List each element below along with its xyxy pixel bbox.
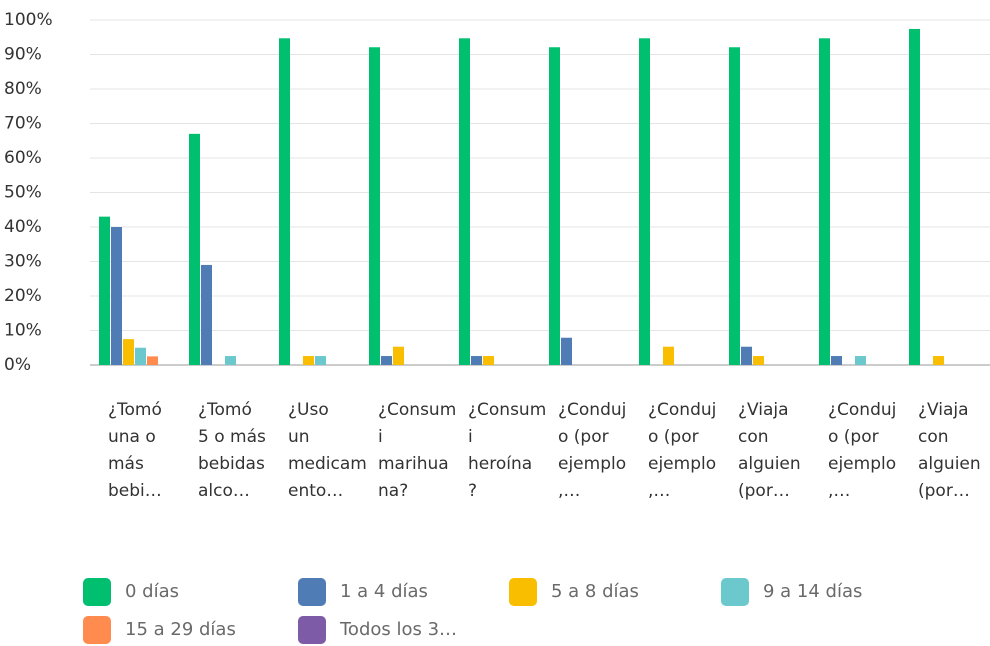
y-tick-label: 30% [4,252,42,272]
legend-label: 1 a 4 días [340,581,428,602]
y-tick-label: 100% [4,10,53,30]
x-tick-label: ,… [558,481,580,501]
bar [99,216,110,365]
x-tick-label: ¿Consum [468,400,546,420]
bar [831,356,842,365]
x-tick-label: alco… [198,481,250,501]
x-tick-label: una o [108,427,156,447]
bar [381,356,392,365]
bar [639,38,650,365]
bar [123,339,134,365]
y-tick-label: 10% [4,321,42,341]
bar [855,356,866,365]
legend-label: Todos los 3… [339,619,457,640]
x-tick-label: 5 o más [198,427,266,447]
x-tick-label: (por… [918,481,970,501]
y-tick-label: 80% [4,79,42,99]
x-tick-label: más [108,454,144,474]
bar [741,346,752,365]
bar [225,356,236,365]
bar [135,347,146,365]
x-tick-label: un [288,427,310,447]
bar [549,47,560,365]
x-tick-label: o (por [828,427,879,447]
bar [303,356,314,365]
x-tick-label: ¿Uso [288,400,329,420]
x-tick-label: bebi… [108,481,162,501]
legend-label: 5 a 8 días [551,581,639,602]
x-tick-label: marihua [378,454,449,474]
bar [201,264,212,365]
legend-swatch [298,578,326,606]
x-tick-label: con [918,427,949,447]
legend-swatch [83,578,111,606]
x-tick-label: heroína [468,454,532,474]
x-tick-label: ¿Viaja [918,400,969,420]
y-tick-label: 70% [4,114,42,134]
legend-swatch [83,616,111,644]
bar [189,133,200,365]
x-tick-label: ¿Consum [378,400,456,420]
x-tick-label: ejemplo [828,454,896,474]
bar [483,356,494,365]
bar [729,47,740,365]
x-tick-label: o (por [648,427,699,447]
x-tick-label: ,… [828,481,850,501]
bar [147,356,158,365]
legend-label: 15 a 29 días [125,619,236,640]
x-tick-label: (por… [738,481,790,501]
x-tick-label: ,… [648,481,670,501]
legend-label: 9 a 14 días [763,581,862,602]
bar [369,47,380,365]
x-tick-label: alguien [738,454,801,474]
bar [111,227,122,365]
bar [909,28,920,365]
x-tick-label: ento… [288,481,343,501]
x-tick-label: ¿Tomó [198,400,252,420]
x-tick-label: con [738,427,769,447]
x-tick-label: ¿Conduj [828,400,896,420]
bar [393,346,404,365]
bar [279,38,290,365]
x-tick-label: ¿Tomó [108,400,162,420]
x-tick-label: i [468,427,473,447]
x-tick-label: alguien [918,454,981,474]
y-tick-label: 60% [4,148,42,168]
bar [663,346,674,365]
bar [819,38,830,365]
x-tick-label: o (por [558,427,609,447]
x-tick-label: ejemplo [648,454,716,474]
x-tick-label: medicam [288,454,367,474]
bar [471,356,482,365]
x-tick-label: ¿Conduj [558,400,626,420]
y-tick-label: 20% [4,286,42,306]
bar [459,38,470,365]
x-tick-label: ¿Conduj [648,400,716,420]
legend-swatch [721,578,749,606]
x-tick-label: ? [468,481,477,501]
legend-swatch [298,616,326,644]
legend-label: 0 días [125,581,179,602]
bar [315,356,326,365]
x-tick-label: i [378,427,383,447]
x-tick-label: ¿Viaja [738,400,789,420]
x-tick-label: na? [378,481,408,501]
y-tick-label: 90% [4,45,42,65]
y-tick-label: 40% [4,217,42,237]
legend-swatch [509,578,537,606]
bar [753,356,764,365]
x-tick-label: bebidas [198,454,265,474]
bar [933,356,944,365]
bar [561,337,572,365]
y-tick-label: 0% [4,355,31,375]
y-tick-label: 50% [4,183,42,203]
x-tick-label: ejemplo [558,454,626,474]
